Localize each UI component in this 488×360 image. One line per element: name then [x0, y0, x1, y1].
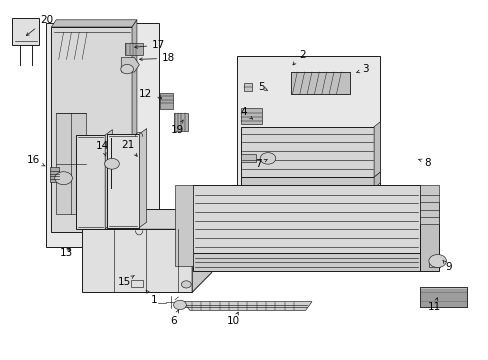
Text: 13: 13: [59, 248, 73, 258]
Bar: [131, 280, 143, 287]
Polygon shape: [240, 127, 373, 177]
Polygon shape: [105, 130, 112, 229]
Polygon shape: [51, 27, 132, 232]
Polygon shape: [173, 113, 188, 131]
Polygon shape: [240, 177, 373, 188]
Polygon shape: [193, 185, 419, 253]
Text: 12: 12: [139, 89, 162, 99]
Polygon shape: [183, 302, 311, 310]
Polygon shape: [76, 135, 105, 229]
Circle shape: [55, 172, 72, 185]
Polygon shape: [373, 172, 380, 188]
Circle shape: [181, 281, 191, 288]
Bar: [160, 93, 172, 109]
Bar: [46, 23, 159, 247]
Bar: [237, 56, 380, 188]
Bar: [108, 137, 115, 146]
Polygon shape: [373, 122, 380, 177]
Text: 8: 8: [418, 158, 430, 168]
Circle shape: [260, 153, 275, 164]
Bar: [108, 179, 115, 188]
Circle shape: [104, 158, 119, 169]
Text: 11: 11: [427, 298, 440, 312]
Bar: [419, 185, 438, 224]
Bar: [290, 72, 349, 94]
Polygon shape: [240, 108, 261, 124]
Bar: [56, 113, 85, 214]
Text: 19: 19: [170, 120, 183, 135]
Text: 14: 14: [96, 141, 109, 156]
Text: 21: 21: [121, 140, 137, 156]
Bar: [124, 43, 143, 55]
Polygon shape: [139, 129, 146, 228]
Text: 5: 5: [258, 82, 267, 92]
Polygon shape: [82, 210, 211, 229]
Circle shape: [121, 64, 133, 74]
Polygon shape: [175, 185, 193, 266]
Text: 10: 10: [227, 312, 240, 326]
Text: 15: 15: [118, 276, 134, 287]
Text: 2: 2: [292, 50, 305, 65]
Bar: [240, 154, 256, 162]
Polygon shape: [132, 20, 137, 232]
Text: 18: 18: [139, 53, 175, 63]
Text: 16: 16: [26, 155, 45, 166]
Polygon shape: [106, 134, 139, 228]
Polygon shape: [121, 58, 139, 72]
Bar: [419, 287, 467, 307]
Bar: [419, 287, 467, 307]
Polygon shape: [131, 236, 144, 292]
Bar: [428, 259, 439, 267]
Text: 3: 3: [356, 64, 368, 74]
Polygon shape: [192, 210, 211, 292]
Bar: [50, 167, 59, 182]
Text: 1: 1: [146, 290, 157, 305]
Circle shape: [173, 300, 186, 310]
Text: 7: 7: [254, 159, 267, 169]
Text: 6: 6: [170, 310, 178, 326]
Circle shape: [428, 255, 446, 267]
Bar: [290, 72, 349, 94]
Polygon shape: [82, 229, 192, 292]
Polygon shape: [51, 20, 137, 27]
Polygon shape: [243, 83, 251, 91]
Text: 9: 9: [442, 260, 451, 272]
Text: 17: 17: [134, 40, 165, 50]
Polygon shape: [193, 253, 419, 271]
Text: 20: 20: [26, 15, 53, 36]
Polygon shape: [419, 203, 438, 271]
Text: 4: 4: [240, 107, 252, 119]
Polygon shape: [12, 18, 39, 45]
Polygon shape: [135, 135, 142, 231]
